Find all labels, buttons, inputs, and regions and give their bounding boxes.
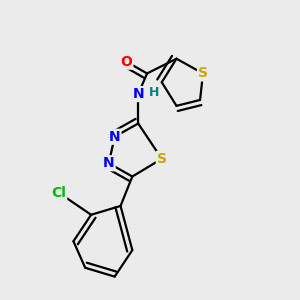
Text: S: S <box>198 66 208 80</box>
Text: S: S <box>157 152 167 166</box>
Text: N: N <box>103 156 115 170</box>
Text: N: N <box>132 87 144 101</box>
Text: N: N <box>109 130 121 144</box>
Text: H: H <box>149 86 160 99</box>
Text: Cl: Cl <box>51 186 66 200</box>
Text: O: O <box>121 55 132 69</box>
